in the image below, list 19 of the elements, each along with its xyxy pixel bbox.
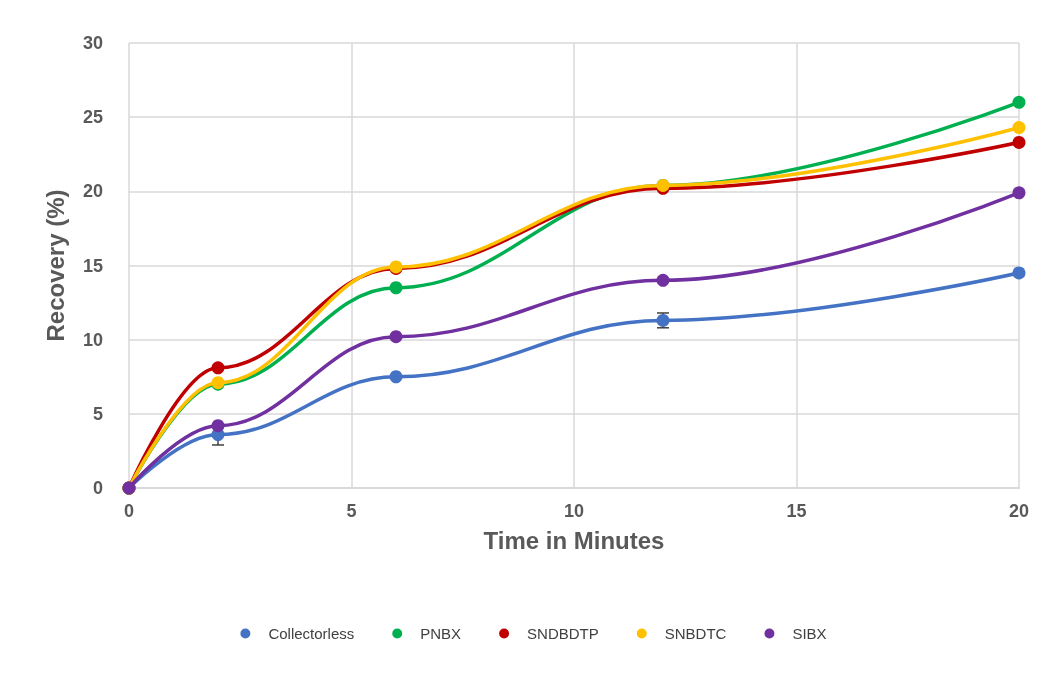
y-tick-label: 30 [82,33,103,53]
legend-label: SIBX [792,625,827,642]
y-tick-label: 5 [92,403,103,424]
x-tick-label: 5 [346,501,357,521]
y-tick-label: 25 [82,107,103,128]
y-axis-title: Recovery (%) [41,189,69,342]
y-tick-label: 0 [92,478,103,498]
y-tick-label: 20 [82,181,103,202]
x-axis-title: Time in Minutes [483,526,665,554]
y-tick-label: 15 [82,255,103,276]
x-tick-label: 10 [563,501,585,521]
legend-label: Collectorless [268,625,355,642]
y-tick-label: 10 [82,329,103,350]
legend-label: SNDBDTP [527,625,599,642]
x-tick-label: 0 [123,501,135,521]
x-tick-label: 15 [786,501,807,521]
legend-label: PNBX [420,625,462,642]
x-tick-label: 20 [1008,501,1030,521]
legend-label: SNBDTC [664,625,727,642]
